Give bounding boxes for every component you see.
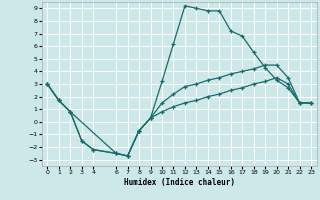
X-axis label: Humidex (Indice chaleur): Humidex (Indice chaleur): [124, 178, 235, 187]
